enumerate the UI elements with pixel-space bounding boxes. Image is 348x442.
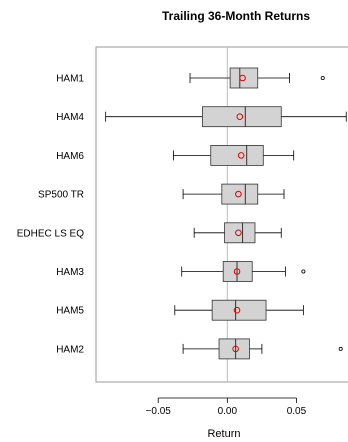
y-tick-label: HAM1: [56, 74, 84, 85]
x-tick-label: −0.05: [146, 406, 172, 417]
y-tick-label: HAM4: [56, 112, 84, 123]
y-tick-label: SP500 TR: [38, 190, 84, 201]
mean-marker: [236, 113, 244, 120]
iqr-box: [211, 299, 267, 321]
iqr-box: [224, 222, 256, 244]
y-tick-label: EDHEC LS EQ: [17, 228, 84, 239]
y-tick-label: HAM2: [56, 344, 84, 355]
x-tick-label: 0.00: [218, 406, 238, 417]
mean-marker: [235, 190, 242, 198]
y-tick-label: HAM5: [56, 306, 84, 317]
box-ham1: [189, 67, 325, 89]
box-sp500-tr: [182, 183, 285, 205]
iqr-box: [229, 67, 259, 89]
x-tick-label: 0.05: [287, 406, 307, 417]
iqr-box: [221, 183, 259, 205]
box-ham6: [173, 144, 295, 166]
iqr-box: [222, 261, 253, 282]
box-ham3: [181, 261, 306, 282]
y-axis-labels: HAM1 HAM4 HAM6 SP500 TR EDHEC LS EQ HAM3 HAM5 H…: [17, 74, 85, 356]
iqr-box: [202, 106, 282, 128]
mean-marker: [237, 152, 245, 159]
mean-marker: [235, 229, 242, 237]
chart-title: Trailing 36-Month Returns: [162, 9, 310, 23]
outlier-point: [320, 76, 325, 81]
mean-marker: [232, 345, 239, 353]
plot-area-frame: [95, 46, 348, 383]
boxes-layer: [105, 67, 347, 360]
box-ham4: [105, 106, 347, 128]
x-axis-title: Return: [207, 428, 240, 440]
box-ham5: [174, 299, 304, 321]
outlier-point: [338, 346, 343, 351]
box-ham2: [182, 338, 343, 360]
iqr-box: [210, 144, 264, 166]
iqr-box: [218, 338, 250, 360]
y-tick-label: HAM3: [56, 267, 84, 278]
box-edhec-ls-eq: [193, 222, 282, 244]
mean-marker: [233, 268, 241, 275]
mean-marker: [233, 306, 241, 314]
y-tick-label: HAM6: [56, 151, 84, 162]
x-axis: −0.05 0.00 0.05: [146, 397, 307, 417]
mean-marker: [239, 74, 246, 82]
outlier-point: [301, 269, 306, 274]
